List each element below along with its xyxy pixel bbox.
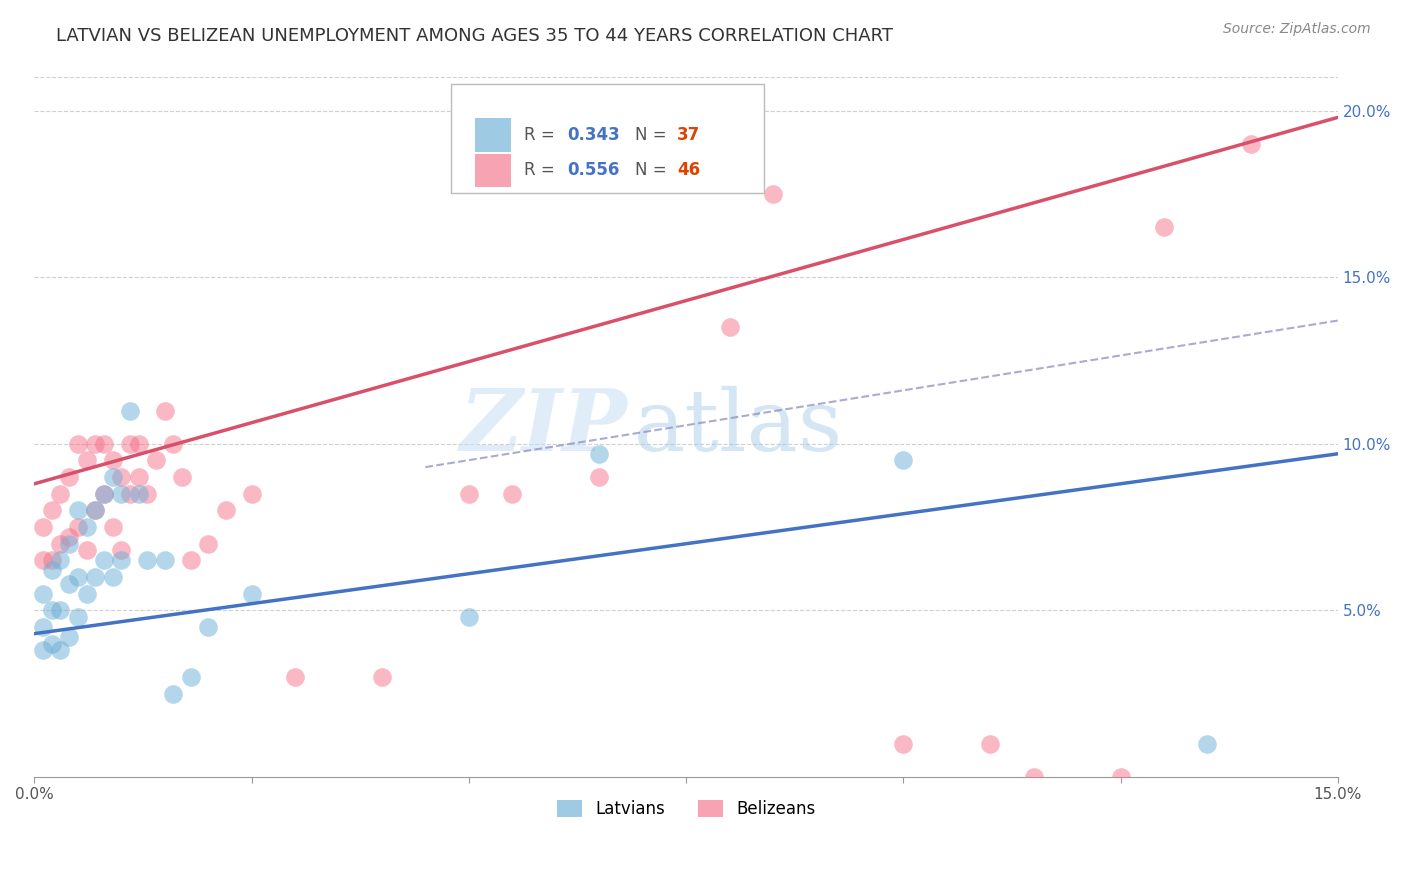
Point: [66, 610, 89, 624]
Point: [66, 437, 89, 451]
Point: [101, 453, 124, 467]
Point: [41, 563, 63, 577]
Text: LATVIAN VS BELIZEAN UNEMPLOYMENT AMONG AGES 35 TO 44 YEARS CORRELATION CHART: LATVIAN VS BELIZEAN UNEMPLOYMENT AMONG A…: [56, 27, 893, 45]
Point: [49, 537, 72, 551]
Point: [66, 503, 89, 517]
Point: [93, 487, 115, 501]
Point: [84, 503, 107, 517]
Point: [588, 447, 610, 461]
Point: [1240, 136, 1263, 151]
Point: [1153, 220, 1175, 235]
Text: 0.343: 0.343: [568, 126, 620, 144]
Point: [718, 320, 741, 334]
Point: [101, 520, 124, 534]
Point: [240, 587, 263, 601]
Point: [180, 670, 202, 684]
Point: [93, 487, 115, 501]
Point: [1109, 770, 1132, 784]
Text: 46: 46: [676, 161, 700, 179]
Bar: [475, 153, 512, 187]
Point: [136, 487, 159, 501]
Point: [58, 470, 80, 484]
Point: [762, 187, 785, 202]
Point: [32, 520, 55, 534]
Point: [84, 437, 107, 451]
Point: [58, 530, 80, 544]
Point: [457, 487, 479, 501]
Point: [66, 570, 89, 584]
FancyBboxPatch shape: [451, 85, 765, 193]
Text: N =: N =: [636, 126, 672, 144]
Point: [32, 620, 55, 634]
Text: R =: R =: [524, 161, 561, 179]
Point: [58, 630, 80, 644]
Point: [153, 403, 176, 417]
Point: [32, 643, 55, 657]
Point: [66, 520, 89, 534]
Point: [1197, 737, 1219, 751]
Point: [162, 687, 184, 701]
Point: [41, 637, 63, 651]
Point: [76, 587, 98, 601]
Point: [41, 553, 63, 567]
Point: [32, 587, 55, 601]
Point: [76, 543, 98, 558]
Point: [214, 503, 236, 517]
Point: [49, 603, 72, 617]
Point: [457, 610, 479, 624]
Legend: Latvians, Belizeans: Latvians, Belizeans: [550, 793, 823, 824]
Text: 0.556: 0.556: [568, 161, 620, 179]
Point: [197, 620, 219, 634]
Point: [197, 537, 219, 551]
Point: [371, 670, 394, 684]
Point: [979, 737, 1001, 751]
Point: [891, 453, 914, 467]
Point: [172, 470, 194, 484]
Point: [49, 553, 72, 567]
Point: [110, 553, 132, 567]
Point: [84, 503, 107, 517]
Point: [1022, 770, 1045, 784]
Bar: [475, 118, 512, 152]
Point: [41, 603, 63, 617]
Point: [118, 487, 141, 501]
Point: [891, 737, 914, 751]
Point: [101, 470, 124, 484]
Point: [110, 470, 132, 484]
Point: [49, 643, 72, 657]
Text: atlas: atlas: [634, 385, 844, 468]
Text: N =: N =: [636, 161, 672, 179]
Point: [93, 553, 115, 567]
Point: [136, 553, 159, 567]
Point: [153, 553, 176, 567]
Point: [118, 437, 141, 451]
Point: [110, 543, 132, 558]
Text: Source: ZipAtlas.com: Source: ZipAtlas.com: [1223, 22, 1371, 37]
Point: [162, 437, 184, 451]
Point: [58, 576, 80, 591]
Point: [588, 470, 610, 484]
Point: [93, 437, 115, 451]
Point: [128, 437, 150, 451]
Point: [180, 553, 202, 567]
Point: [110, 487, 132, 501]
Point: [41, 503, 63, 517]
Point: [240, 487, 263, 501]
Point: [76, 453, 98, 467]
Point: [284, 670, 307, 684]
Point: [118, 403, 141, 417]
Point: [58, 537, 80, 551]
Point: [101, 570, 124, 584]
Point: [84, 570, 107, 584]
Text: 37: 37: [676, 126, 700, 144]
Point: [76, 520, 98, 534]
Point: [128, 470, 150, 484]
Point: [128, 487, 150, 501]
Text: R =: R =: [524, 126, 561, 144]
Point: [501, 487, 523, 501]
Point: [32, 553, 55, 567]
Point: [49, 487, 72, 501]
Text: ZIP: ZIP: [460, 385, 627, 469]
Point: [145, 453, 167, 467]
